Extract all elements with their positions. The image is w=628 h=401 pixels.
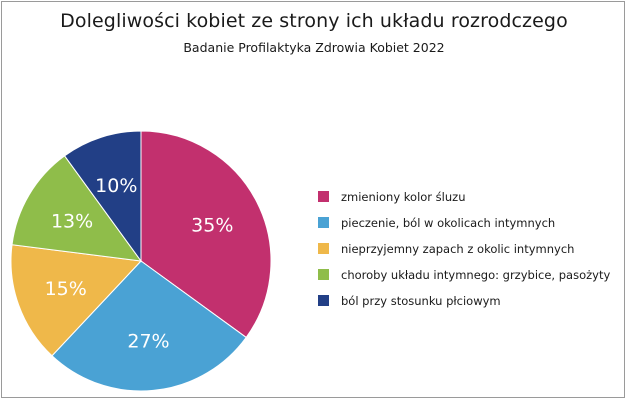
legend-item-4: ból przy stosunku płciowym	[318, 292, 610, 309]
pie-slice-0	[140, 130, 272, 339]
legend-swatch-1	[318, 217, 329, 228]
legend-swatch-4	[318, 295, 329, 306]
slice-value-label-2: 15%	[45, 278, 87, 300]
legend-label-2: nieprzyjemny zapach z okolic intymnych	[341, 241, 575, 256]
chart-title: Dolegliwości kobiet ze strony ich układu…	[60, 10, 568, 32]
legend-item-1: pieczenie, ból w okolicach intymnych	[318, 214, 610, 231]
pie-slice-4	[63, 130, 142, 263]
legend-item-0: zmieniony kolor śluzu	[318, 188, 610, 205]
pie-slice-1	[51, 260, 247, 392]
slice-value-label-4: 10%	[95, 175, 137, 197]
chart-subtitle: Badanie Profilaktyka Zdrowia Kobiet 2022	[183, 40, 445, 55]
chart-legend: zmieniony kolor śluzu pieczenie, ból w ok…	[318, 188, 610, 318]
pie-slice-3	[11, 155, 143, 262]
legend-item-2: nieprzyjemny zapach z okolic intymnych	[318, 240, 610, 257]
slice-value-label-1: 27%	[127, 331, 169, 353]
legend-swatch-0	[318, 191, 329, 202]
legend-swatch-3	[318, 269, 329, 280]
pie-slice-2	[10, 244, 143, 357]
slice-value-label-3: 13%	[51, 210, 93, 232]
legend-item-3: choroby układu intymnego: grzybice, paso…	[318, 266, 610, 283]
legend-label-1: pieczenie, ból w okolicach intymnych	[341, 215, 556, 230]
legend-label-4: ból przy stosunku płciowym	[341, 293, 501, 308]
legend-label-0: zmieniony kolor śluzu	[341, 189, 466, 204]
legend-label-3: choroby układu intymnego: grzybice, paso…	[341, 267, 611, 282]
slice-value-label-0: 35%	[191, 215, 233, 237]
legend-swatch-2	[318, 243, 329, 254]
